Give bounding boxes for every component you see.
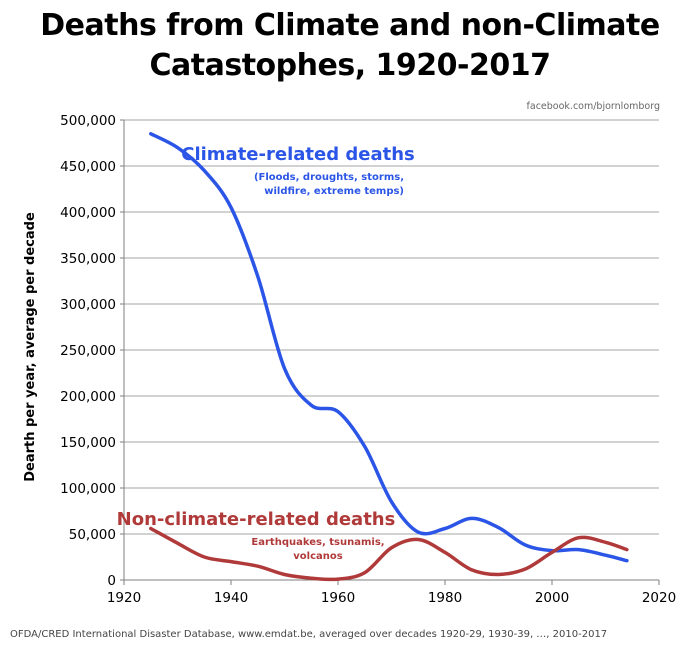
source-note: OFDA/CRED International Disaster Databas… <box>10 629 608 640</box>
watermark: facebook.com/bjornlomborg <box>526 101 660 112</box>
grid-lines <box>124 119 659 535</box>
y-tick-labels: 0 50,000 100,000 150,000 200,000 250,000 300,0… <box>60 113 116 589</box>
x-tick-label: 2000 <box>535 590 569 606</box>
y-tick-label: 450,000 <box>60 159 116 175</box>
x-tick-label: 2020 <box>642 590 676 606</box>
y-tick-label: 0 <box>107 573 116 589</box>
x-tick-labels: 1920 1940 1960 1980 2000 2020 <box>107 590 676 606</box>
y-tick-label: 350,000 <box>60 251 116 267</box>
axes <box>120 119 660 585</box>
chart-title-line1: Deaths from Climate and non-Climate <box>40 8 660 43</box>
climate-series-sublabel: wildfire, extreme temps) <box>264 186 404 197</box>
x-tick-label: 1920 <box>107 590 141 606</box>
chart-title: Deaths from Climate and non-Climate Cata… <box>0 6 700 86</box>
y-tick-label: 200,000 <box>60 389 116 405</box>
y-tick-label: 100,000 <box>60 481 116 497</box>
y-tick-label: 400,000 <box>60 205 116 221</box>
non-climate-series-sublabel: Earthquakes, tsunamis, <box>251 537 384 548</box>
non-climate-series-line <box>149 526 629 582</box>
non-climate-series-sublabel: volcanos <box>293 551 342 562</box>
non-climate-series-label: Non-climate-related deaths <box>117 509 396 530</box>
y-tick-label: 250,000 <box>60 343 116 359</box>
climate-series-label: Climate-related deaths <box>181 144 414 165</box>
x-tick-label: 1980 <box>428 590 462 606</box>
chart-title-line2: Catastophes, 1920-2017 <box>149 48 551 83</box>
y-tick-label: 150,000 <box>60 435 116 451</box>
series-lines <box>149 132 629 582</box>
y-tick-label: 500,000 <box>60 113 116 129</box>
x-tick-label: 1960 <box>321 590 355 606</box>
y-tick-label: 300,000 <box>60 297 116 313</box>
y-tick-label: 50,000 <box>69 527 116 543</box>
climate-series-line <box>149 132 629 563</box>
x-tick-label: 1940 <box>214 590 248 606</box>
climate-series-sublabel: (Floods, droughts, storms, <box>254 172 404 183</box>
series-labels: Climate-related deaths (Floods, droughts,… <box>117 144 415 562</box>
y-axis-label: Dearth per year, average per decade <box>23 212 38 482</box>
